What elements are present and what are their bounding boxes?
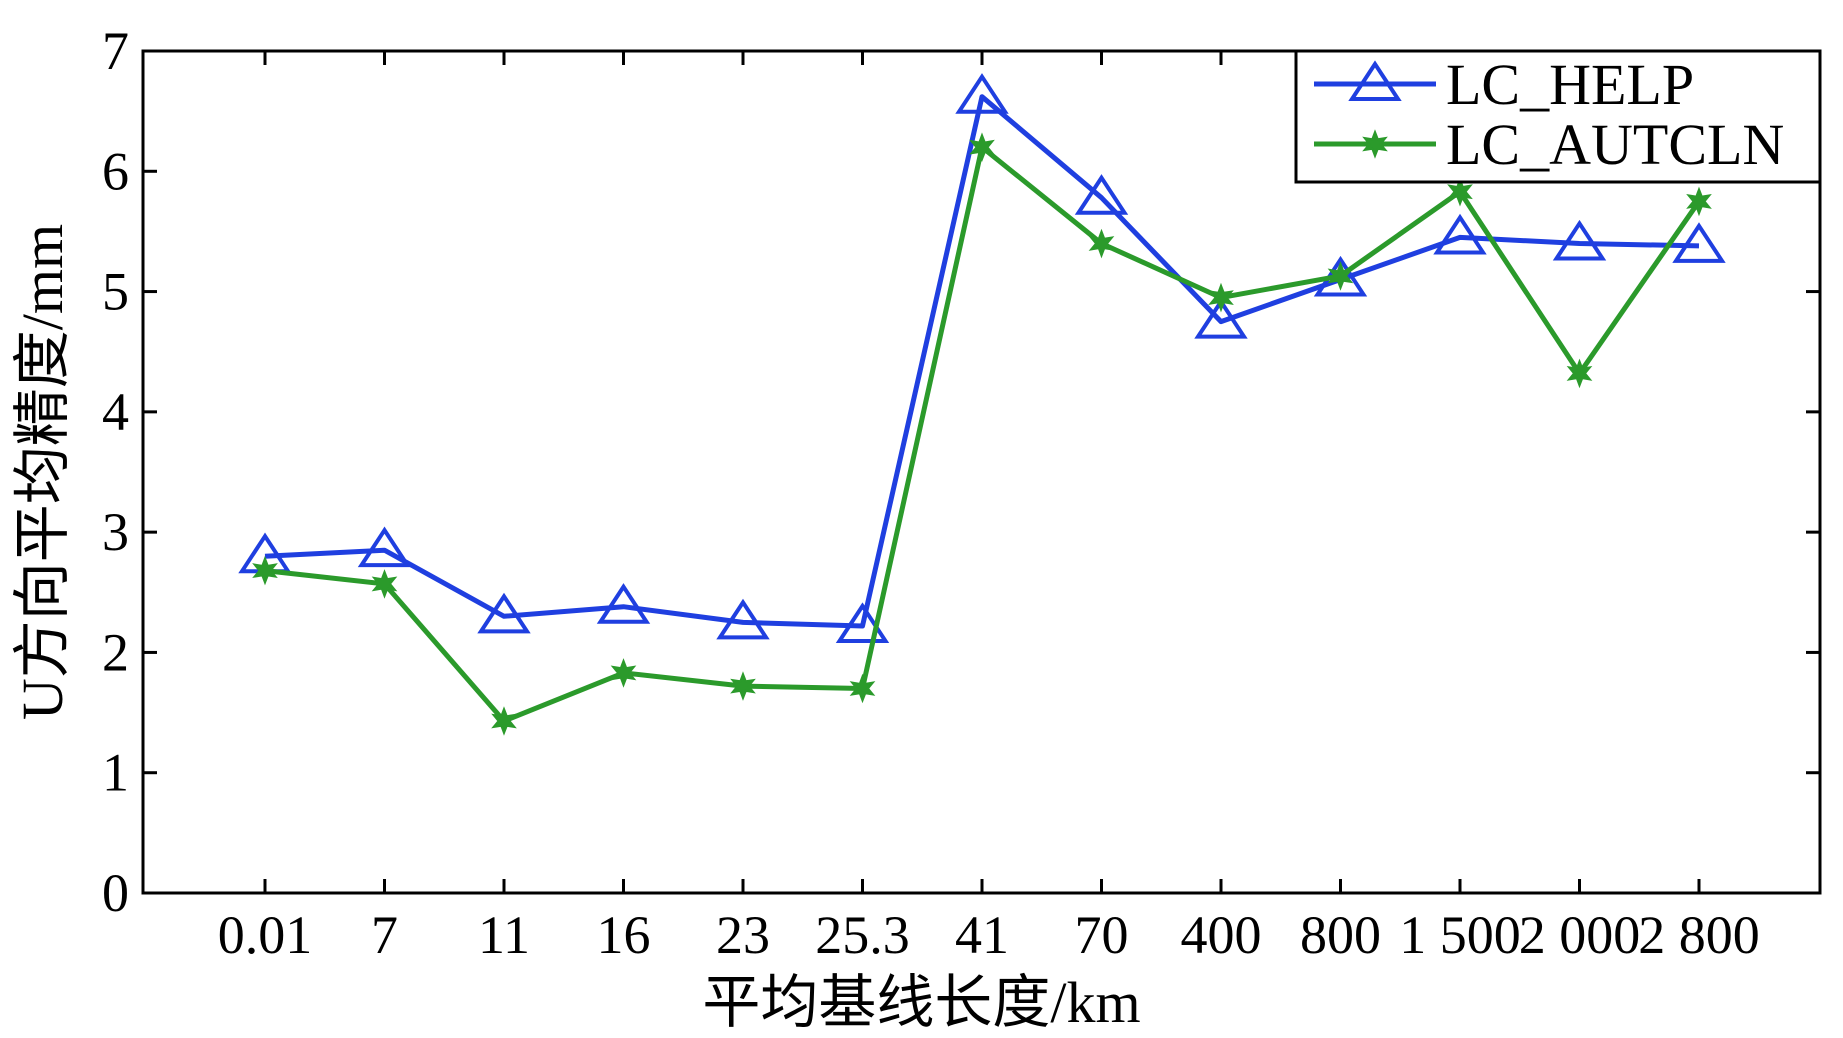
data-point <box>596 583 651 624</box>
data-point <box>1566 358 1593 389</box>
y-tick-label: 5 <box>102 262 129 322</box>
data-point <box>357 526 412 568</box>
data-point <box>835 602 890 643</box>
data-point <box>849 673 876 704</box>
data-point <box>1088 228 1115 259</box>
legend-item: LC_HELP <box>1314 52 1694 117</box>
data-point <box>1447 176 1473 207</box>
x-tick-label: 0.01 <box>218 905 313 965</box>
y-axis-label: U方向平均精度/mm <box>10 224 75 720</box>
data-point <box>1672 222 1726 263</box>
data-point <box>1327 261 1354 291</box>
legend-label: LC_HELP <box>1446 52 1694 117</box>
data-point <box>1686 186 1712 217</box>
data-point <box>1433 213 1487 255</box>
data-point <box>1194 298 1248 339</box>
y-tick-label: 7 <box>102 21 129 81</box>
x-tick-label: 25.3 <box>815 905 910 965</box>
y-tick-label: 3 <box>102 502 129 562</box>
x-tick-label: 400 <box>1181 905 1262 965</box>
x-tick-label: 2 000 <box>1519 905 1641 965</box>
data-point <box>252 555 278 586</box>
legend-box <box>1294 49 1822 184</box>
legend-marker <box>1348 60 1402 101</box>
data-point <box>1552 219 1607 261</box>
x-tick-label: 7 <box>371 905 398 965</box>
legend-label: LC_AUTCLN <box>1446 112 1784 177</box>
y-tick-label: 0 <box>102 863 129 923</box>
y-axis-ticks: 0 1 2 3 4 5 6 7 <box>102 21 1820 923</box>
series-line <box>264 144 1702 724</box>
x-tick-label: 11 <box>478 905 530 965</box>
y-tick-label: 2 <box>102 622 129 682</box>
x-tick-label: 1 500 <box>1399 905 1521 965</box>
data-point <box>730 671 756 701</box>
data-point <box>969 132 995 163</box>
x-tick-label: 16 <box>597 905 651 965</box>
data-point <box>610 658 637 688</box>
x-axis-label: 平均基线长度/km <box>702 970 1140 1035</box>
legend-marker <box>1362 129 1388 159</box>
series-lc-autcln <box>252 132 1712 736</box>
x-tick-label: 2 800 <box>1638 905 1760 965</box>
data-point <box>477 592 531 634</box>
series-line <box>264 94 1700 629</box>
data-point <box>371 569 398 599</box>
y-tick-label: 4 <box>102 382 129 442</box>
y-tick-label: 1 <box>102 743 129 803</box>
data-point <box>1074 174 1129 215</box>
x-tick-label: 23 <box>716 905 770 965</box>
data-point <box>1208 282 1234 313</box>
data-point <box>491 706 517 736</box>
x-tick-label: 800 <box>1300 905 1381 965</box>
x-tick-label: 41 <box>955 905 1009 965</box>
y-tick-label: 6 <box>102 141 129 201</box>
data-point <box>955 73 1009 114</box>
legend-item: LC_AUTCLN <box>1314 112 1784 177</box>
series-layer <box>238 73 1726 736</box>
data-point <box>716 598 770 640</box>
x-tick-label: 70 <box>1075 905 1129 965</box>
